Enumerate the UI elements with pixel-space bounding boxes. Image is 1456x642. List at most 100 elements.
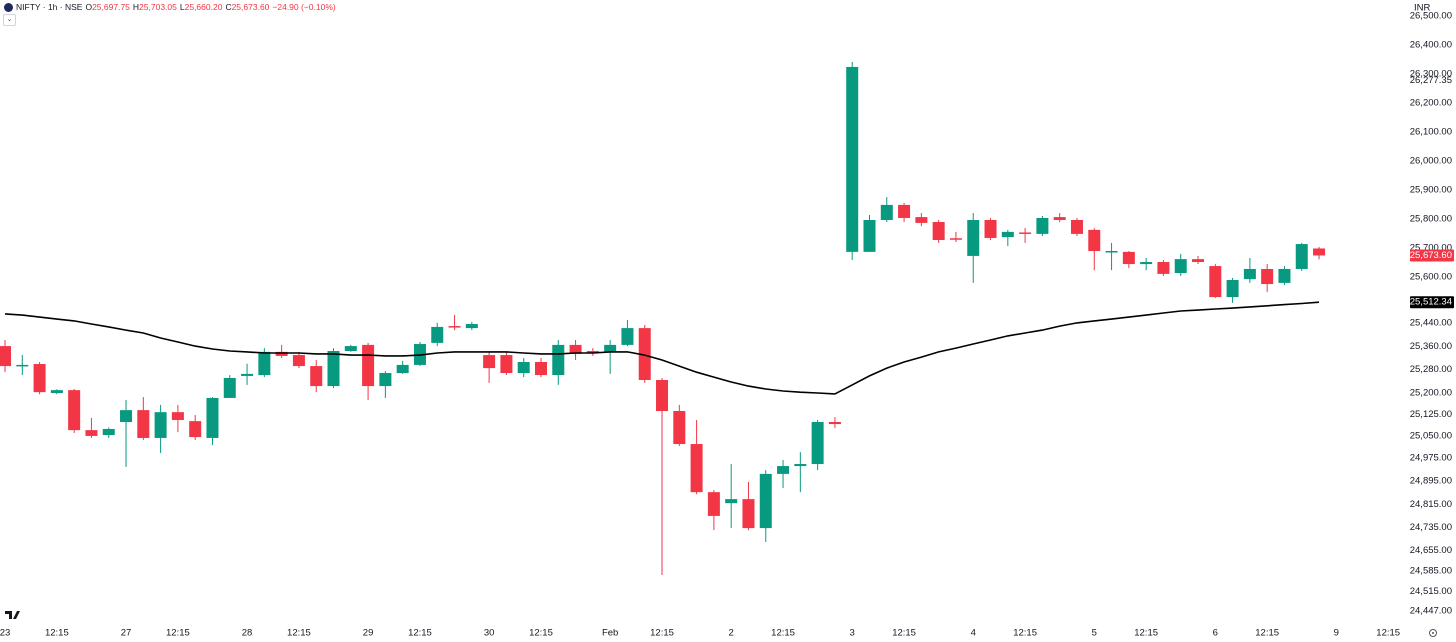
settings-button[interactable] — [1429, 629, 1437, 637]
symbol: NIFTY · 1h · NSE — [16, 2, 83, 12]
last-price-box — [1410, 249, 1454, 262]
candle-body — [604, 344, 617, 352]
x-tick-label: 12:15 — [1013, 628, 1037, 639]
symbol-logo — [4, 2, 13, 12]
candle-body — [1036, 217, 1049, 234]
ohlc-value: 25,703.05 — [139, 2, 177, 12]
candle-body — [586, 350, 599, 353]
y-tick-label: 25,200.00 — [1410, 387, 1452, 398]
ohlc-value: 25,673.60 — [231, 2, 270, 12]
y-tick-label: 25,125.00 — [1410, 409, 1452, 420]
y-tick-label: 25,600.00 — [1410, 271, 1452, 282]
candle-body — [690, 444, 703, 493]
y-tick-label: 26,100.00 — [1410, 126, 1452, 137]
y-tick-label: 26,400.00 — [1410, 39, 1452, 50]
candle-body — [707, 492, 720, 516]
candle-body — [310, 366, 323, 387]
candle-body — [984, 219, 997, 238]
y-tick-label: 25,360.00 — [1410, 341, 1452, 352]
candle-body — [50, 390, 63, 394]
candle-body — [1209, 266, 1222, 298]
candle-body — [777, 466, 790, 474]
x-tick-label: 12:15 — [529, 628, 553, 639]
candle-body — [967, 219, 980, 256]
x-tick-label: 12:15 — [1376, 628, 1400, 639]
tv-logo — [5, 611, 20, 619]
candle-body — [863, 219, 876, 252]
x-tick-label: 2 — [729, 628, 734, 639]
candle-body — [189, 421, 202, 438]
candle-body — [327, 350, 340, 387]
x-tick-label: 5 — [1092, 628, 1097, 639]
ohlc-key: L — [179, 2, 185, 12]
y-tick-label: 25,280.00 — [1410, 364, 1452, 375]
currency: INR — [1414, 3, 1431, 14]
y-tick-label: 25,800.00 — [1410, 213, 1452, 224]
candle-body — [171, 412, 184, 420]
ohlc-value: 25,660.20 — [184, 2, 223, 12]
candle-body — [932, 222, 945, 240]
candle-body — [1053, 217, 1066, 220]
x-tick-label: 12:15 — [166, 628, 190, 639]
candle-body — [1243, 268, 1256, 280]
y-tick-label: 24,655.00 — [1410, 545, 1452, 556]
y-tick-label: 24,447.00 — [1410, 606, 1452, 617]
x-tick-label: 9 — [1334, 628, 1339, 639]
x-tick-label: 12:15 — [892, 628, 916, 639]
x-tick-label: 12:15 — [45, 628, 69, 639]
candle-body — [552, 344, 565, 376]
candle-body — [569, 344, 582, 354]
candle-body — [16, 364, 29, 367]
y-tick-label: 26,300.00 — [1410, 68, 1452, 79]
candle-body — [1019, 232, 1032, 234]
candle-body — [33, 364, 46, 393]
candle-body — [949, 238, 962, 240]
candle-body — [828, 422, 841, 425]
ohlc-value: 25,697.75 — [92, 2, 130, 12]
candle-body — [154, 412, 167, 438]
candle-body — [241, 373, 254, 376]
x-tick-label: 29 — [363, 628, 374, 639]
candle-body — [1105, 251, 1118, 253]
collapse-button[interactable]: ⌄ — [3, 14, 16, 26]
y-tick-label: 25,050.00 — [1410, 431, 1452, 442]
candle-body — [137, 410, 150, 438]
x-tick-label: 3 — [850, 628, 855, 639]
candle-body — [1313, 248, 1326, 256]
candle-body — [102, 428, 115, 436]
y-tick-label: 26,200.00 — [1410, 97, 1452, 108]
candle-body — [1192, 259, 1205, 263]
x-tick-label: 6 — [1213, 628, 1218, 639]
candle-body — [725, 499, 738, 504]
candle-body — [362, 344, 375, 387]
candle-body — [431, 326, 444, 343]
candle-body — [120, 410, 133, 423]
candle-body — [915, 217, 928, 223]
ma-value-label: 25,512.34 — [1410, 297, 1452, 308]
candle-body — [1122, 251, 1135, 265]
change: −24.90 (−0.10%) — [272, 2, 336, 12]
ma-value-box — [1410, 296, 1454, 309]
candle-body — [517, 362, 530, 374]
candle-body — [275, 351, 288, 356]
candle-body — [880, 204, 893, 220]
x-tick-label: 28 — [242, 628, 253, 639]
candle-body — [1070, 219, 1083, 234]
candle-body — [465, 324, 478, 329]
candle-body — [811, 422, 824, 465]
candle-body — [396, 364, 409, 374]
candle-body — [448, 326, 461, 328]
x-tick-label: 12:15 — [771, 628, 795, 639]
legend: NIFTY · 1h · NSE O25,697.75 H25,703.05 L… — [4, 2, 336, 12]
ohlc-key: O — [85, 2, 93, 12]
price-marker-label: 26,277.35 — [1410, 75, 1452, 86]
candle-body — [0, 346, 11, 367]
candle-body — [794, 464, 807, 467]
candle-body — [742, 499, 755, 529]
x-tick-label: 12:15 — [287, 628, 311, 639]
candle-body — [534, 362, 547, 376]
candle-body — [258, 351, 271, 376]
moving-average — [4, 301, 1320, 395]
